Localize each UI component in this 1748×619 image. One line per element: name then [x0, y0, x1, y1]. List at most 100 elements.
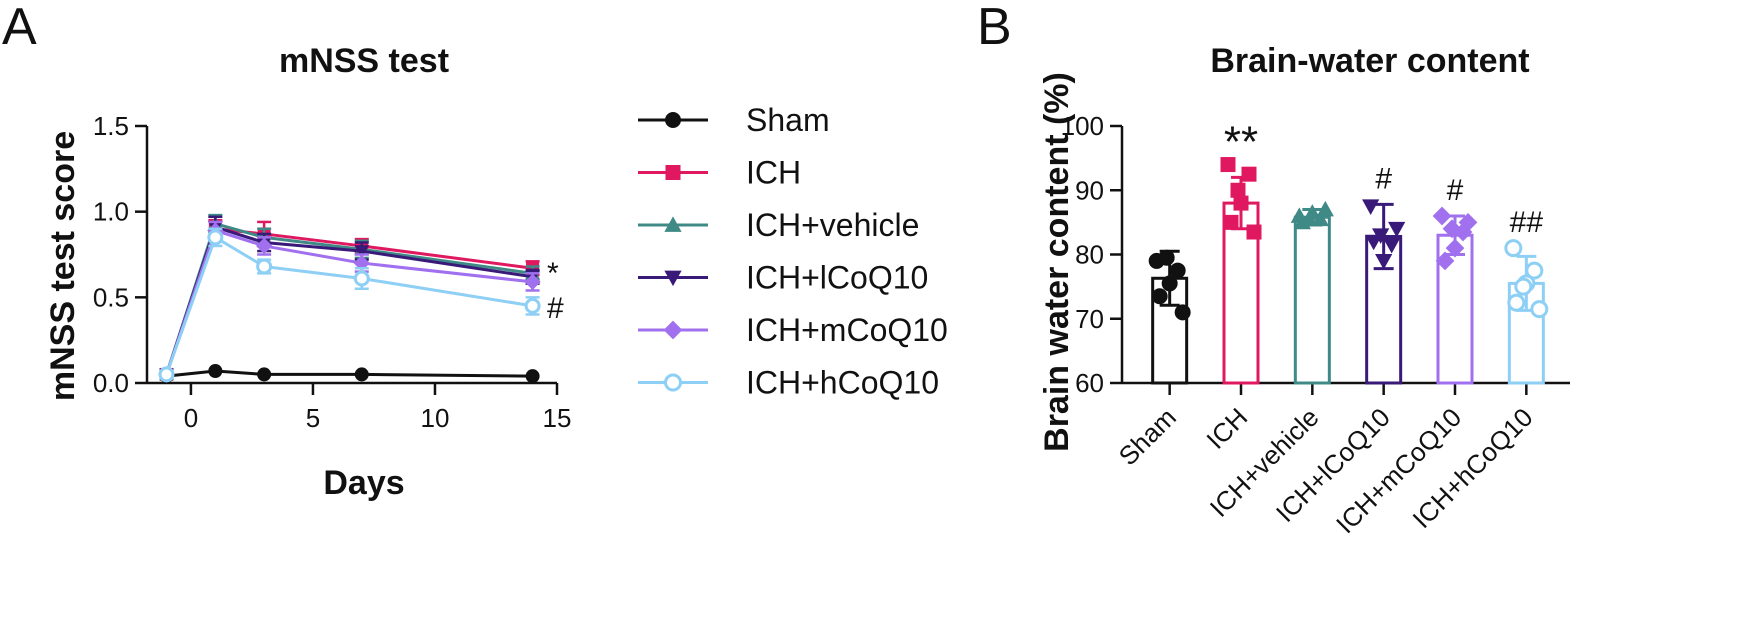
legend-marker [664, 373, 682, 392]
chart-a-series [158, 213, 541, 384]
data-point [1432, 206, 1452, 226]
bar [1293, 215, 1331, 385]
data-point [1316, 200, 1334, 217]
series-line-ich-lcoq10 [165, 225, 533, 375]
data-point [1233, 195, 1249, 211]
data-point [1435, 251, 1455, 271]
legend-marker [664, 216, 682, 232]
data-point [524, 297, 541, 314]
data-point [1220, 157, 1236, 173]
data-point [256, 237, 273, 255]
panel-letter-a: A [2, 0, 37, 56]
y-tick-label: 0.5 [93, 282, 129, 312]
bar-group-ich: ** [1220, 118, 1262, 385]
data-point [208, 364, 223, 379]
panel-a: A mNSS test 0.0 0.5 1.0 1.5 0 5 10 15 Days mNSS… [2, 0, 571, 502]
bar-group-sham [1148, 249, 1191, 385]
legend-item-ich-lcoq10: ICH+lCoQ10 [638, 260, 928, 296]
data-point [1174, 304, 1191, 321]
x-tick-label: ICH+mCoQ10 [1330, 402, 1467, 539]
bar-group-ich-vehicle [1290, 200, 1334, 385]
x-tick-label: 10 [421, 403, 450, 433]
x-tick-label: 0 [184, 403, 198, 433]
chart-a-axes: 0.0 0.5 1.0 1.5 0 5 10 15 [93, 111, 572, 433]
bar-group-ich-mcoq10: # [1432, 174, 1478, 385]
data-point [524, 273, 541, 291]
x-tick-label: ICH [1200, 402, 1253, 455]
legend-marker [663, 320, 683, 340]
data-point [1158, 249, 1175, 266]
series-sham [159, 364, 540, 384]
data-point [257, 367, 272, 382]
data-point [1311, 210, 1329, 227]
x-tick-label: 15 [543, 403, 572, 433]
x-tick-label: Sham [1113, 402, 1182, 471]
legend-label: ICH [746, 155, 801, 191]
data-point [354, 367, 369, 382]
legend-label: Sham [746, 102, 830, 138]
significance-label: ** [1224, 118, 1258, 167]
data-point [207, 229, 224, 246]
data-point [1445, 238, 1465, 258]
data-point [353, 270, 370, 287]
legend-marker [665, 165, 681, 180]
legend-item-sham: Sham [638, 102, 830, 138]
legend-label: ICH+hCoQ10 [746, 365, 939, 401]
significance-label: ## [1510, 206, 1544, 239]
chart-b-bars: **# ### [1148, 118, 1549, 385]
data-point [1169, 262, 1186, 279]
data-point [354, 245, 370, 259]
data-point [1388, 221, 1406, 238]
legend-item-ich: ICH [638, 155, 801, 191]
series-line-ich-hcoq10 [165, 235, 533, 375]
legend-item-ich-mcoq10: ICH+mCoQ10 [638, 312, 948, 348]
legend-item-ich-hcoq10: ICH+hCoQ10 [638, 365, 939, 401]
data-point [1514, 277, 1533, 296]
chart-a-xlabel: Days [323, 464, 404, 502]
legend-marker [665, 112, 681, 128]
legend-item-ich-vehicle: ICH+vehicle [638, 207, 919, 243]
y-tick-label: 1.0 [93, 197, 129, 227]
x-tick-label: 5 [306, 403, 320, 433]
panel-b: B Brain-water content 60 70 80 90 100 Sham ICH… [977, 0, 1570, 539]
legend-marker [664, 270, 682, 287]
y-tick-label: 70 [1075, 304, 1104, 334]
annotation-star: * [547, 257, 559, 290]
series-ich-hcoq10 [158, 227, 541, 383]
data-point [1246, 224, 1262, 240]
data-point [1362, 199, 1380, 215]
data-point [1375, 254, 1393, 270]
y-tick-label: 80 [1075, 240, 1104, 270]
data-point [1230, 182, 1246, 198]
data-point [1442, 219, 1462, 239]
data-point [1525, 261, 1544, 280]
significance-label: # [1447, 174, 1464, 207]
data-point [256, 258, 273, 275]
chart-b-title: Brain-water content [1210, 42, 1529, 80]
chart-a-ylabel: mNSS test score [44, 131, 82, 401]
data-point [1383, 237, 1401, 254]
data-point [158, 366, 175, 383]
data-point [1241, 166, 1257, 182]
y-tick-label: 1.5 [93, 111, 129, 141]
legend: Sham ICH ICH+vehicle ICH+lCoQ10 ICH+mCoQ10 IC… [638, 102, 948, 401]
data-point [525, 369, 540, 384]
y-tick-label: 90 [1075, 175, 1104, 205]
data-point [1504, 239, 1523, 258]
bar-group-ich-lcoq10: # [1362, 162, 1406, 385]
panel-letter-b: B [977, 0, 1012, 56]
chart-a-title: mNSS test [279, 42, 449, 80]
legend-label: ICH+mCoQ10 [746, 312, 948, 348]
data-point [1151, 288, 1168, 305]
y-tick-label: 100 [1061, 111, 1104, 141]
data-point [1507, 293, 1526, 312]
data-point [1372, 228, 1390, 244]
legend-label: ICH+vehicle [746, 207, 919, 243]
annotation-hash: # [547, 292, 564, 325]
legend-label: ICH+lCoQ10 [746, 260, 928, 296]
y-tick-label: 0.0 [93, 368, 129, 398]
data-point [1223, 214, 1239, 230]
chart-b-ylabel: Brain water content (%) [1038, 72, 1076, 452]
y-tick-label: 60 [1075, 368, 1104, 398]
